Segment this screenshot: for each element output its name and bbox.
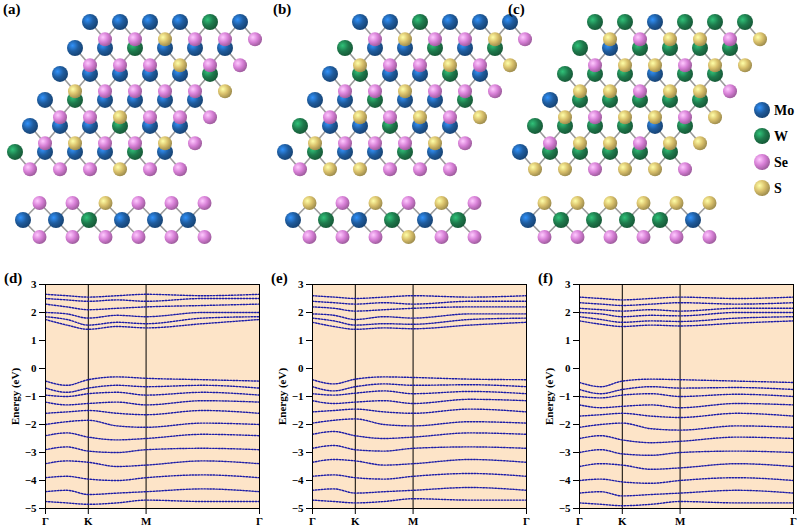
svg-text:−2: −2 [25, 418, 37, 430]
svg-text:−5: −5 [292, 502, 304, 514]
svg-text:−3: −3 [559, 446, 571, 458]
svg-text:Energy (eV): Energy (eV) [543, 368, 556, 425]
svg-text:(b): (b) [273, 1, 291, 18]
svg-text:Γ: Γ [256, 515, 263, 527]
svg-text:Γ: Γ [42, 515, 49, 527]
svg-text:3: 3 [298, 278, 304, 290]
svg-text:1: 1 [565, 334, 571, 346]
svg-text:(c): (c) [508, 1, 525, 18]
svg-text:M: M [141, 515, 152, 527]
svg-text:2: 2 [298, 306, 304, 318]
svg-text:Energy (eV): Energy (eV) [9, 368, 22, 425]
svg-text:−4: −4 [25, 474, 37, 486]
html-text:(f): (f) [538, 270, 553, 286]
svg-text:0: 0 [565, 362, 571, 374]
svg-text:K: K [84, 515, 93, 527]
svg-text:−2: −2 [559, 418, 571, 430]
svg-text:−1: −1 [559, 390, 571, 402]
svg-text:S: S [774, 181, 782, 196]
svg-text:0: 0 [298, 362, 304, 374]
svg-text:K: K [618, 515, 627, 527]
svg-text:−3: −3 [25, 446, 37, 458]
svg-text:Γ: Γ [523, 515, 530, 527]
svg-text:M: M [675, 515, 686, 527]
svg-text:−4: −4 [559, 474, 571, 486]
svg-text:1: 1 [31, 334, 37, 346]
svg-text:2: 2 [31, 306, 37, 318]
svg-text:M: M [408, 515, 419, 527]
svg-text:Γ: Γ [576, 515, 583, 527]
svg-text:−1: −1 [292, 390, 304, 402]
svg-text:−5: −5 [559, 502, 571, 514]
svg-text:−3: −3 [292, 446, 304, 458]
svg-text:1: 1 [298, 334, 304, 346]
svg-text:2: 2 [565, 306, 571, 318]
svg-text:0: 0 [31, 362, 37, 374]
svg-text:−5: −5 [25, 502, 37, 514]
svg-text:−1: −1 [25, 390, 37, 402]
svg-text:−4: −4 [292, 474, 304, 486]
svg-text:Γ: Γ [790, 515, 797, 527]
html-text:(d): (d) [4, 270, 23, 286]
svg-text:W: W [774, 129, 788, 144]
html-text:(e): (e) [271, 270, 288, 286]
svg-text:−2: −2 [292, 418, 304, 430]
svg-text:(a): (a) [3, 1, 21, 18]
svg-text:K: K [351, 515, 360, 527]
svg-text:Energy (eV): Energy (eV) [276, 368, 289, 425]
svg-text:Γ: Γ [309, 515, 316, 527]
svg-text:3: 3 [565, 278, 571, 290]
svg-text:3: 3 [31, 278, 37, 290]
svg-text:Mo: Mo [774, 103, 794, 118]
svg-text:Se: Se [774, 155, 788, 170]
